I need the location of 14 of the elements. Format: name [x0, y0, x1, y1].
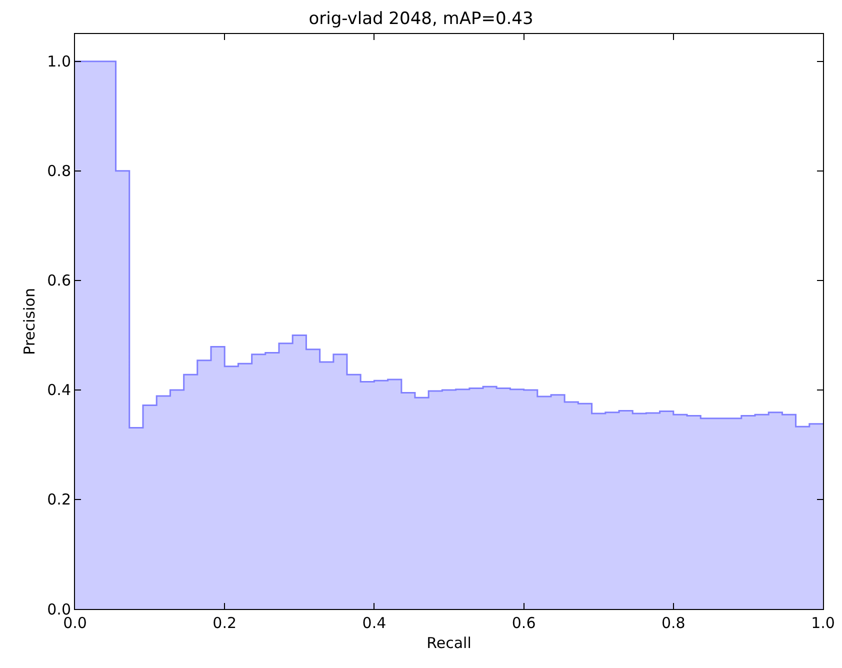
- x-tick-label: 0.4: [362, 614, 386, 632]
- chart-title: orig-vlad 2048, mAP=0.43: [308, 9, 534, 29]
- y-axis-title: Precision: [20, 288, 38, 355]
- x-tick-label: 0.0: [63, 614, 87, 632]
- y-tick-label: 0.2: [47, 490, 71, 509]
- x-tick-label: 0.2: [212, 614, 237, 632]
- x-tick-label: 0.8: [661, 614, 686, 632]
- x-tick-label: 0.6: [512, 614, 536, 632]
- x-tick-label: 1.0: [811, 614, 835, 632]
- y-tick-label: 0.4: [47, 381, 71, 400]
- y-tick-label: 1.0: [47, 52, 71, 71]
- y-tick-label: 0.6: [47, 272, 71, 290]
- y-tick-label: 0.8: [47, 162, 71, 180]
- x-axis-title: Recall: [426, 634, 472, 652]
